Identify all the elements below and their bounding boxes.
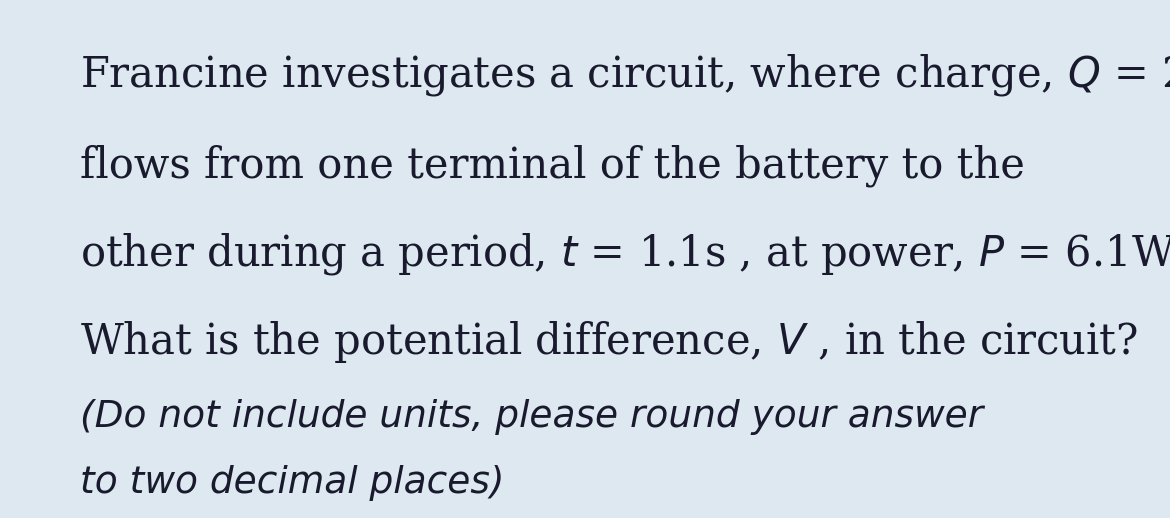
Text: Francine investigates a circuit, where charge, $Q$ = 28C .: Francine investigates a circuit, where c…	[80, 52, 1170, 98]
Text: (Do not include units, please round your answer: (Do not include units, please round your…	[80, 399, 983, 435]
Text: other during a period, $t$ = 1.1s , at power, $P$ = 6.1W .: other during a period, $t$ = 1.1s , at p…	[80, 231, 1170, 277]
Text: What is the potential difference, $V$ , in the circuit?: What is the potential difference, $V$ , …	[80, 319, 1137, 365]
Text: flows from one terminal of the battery to the: flows from one terminal of the battery t…	[80, 145, 1025, 187]
Text: to two decimal places): to two decimal places)	[80, 465, 504, 501]
